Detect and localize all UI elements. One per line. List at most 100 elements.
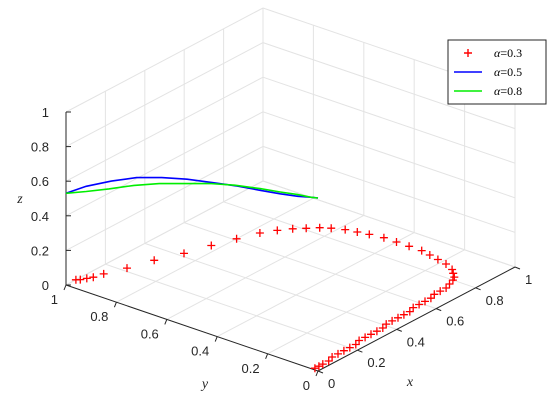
data-point bbox=[430, 290, 439, 299]
y-tick-label: 0.2 bbox=[242, 361, 260, 376]
data-point bbox=[442, 284, 451, 292]
series-2 bbox=[65, 176, 319, 199]
z-tick-label: 0.6 bbox=[31, 174, 49, 189]
data-point bbox=[450, 273, 459, 282]
data-point bbox=[442, 260, 450, 268]
z-tick-label: 0.8 bbox=[31, 140, 49, 155]
y-tick-mark bbox=[113, 302, 117, 308]
data-point bbox=[436, 287, 445, 296]
grid-line bbox=[65, 76, 264, 182]
data-point bbox=[288, 224, 297, 233]
x-tick-mark bbox=[357, 349, 363, 353]
data-point bbox=[150, 256, 159, 265]
legend-label: α=0.3 bbox=[494, 46, 522, 60]
data-point bbox=[180, 249, 188, 258]
data-point bbox=[405, 242, 414, 251]
data-point bbox=[372, 327, 381, 336]
grid-line bbox=[65, 111, 264, 217]
z-tick-label: 0.2 bbox=[31, 243, 49, 258]
x-axis-label: x bbox=[406, 375, 414, 390]
x-tick-label: 0.4 bbox=[407, 334, 425, 349]
data-point bbox=[409, 303, 418, 312]
data-point bbox=[449, 269, 458, 278]
grid-line bbox=[105, 263, 358, 351]
legend: α=0.3 α=0.5 α=0.8 bbox=[447, 39, 547, 105]
y-tick-label: 0.6 bbox=[141, 326, 159, 341]
data-point bbox=[318, 360, 327, 369]
data-point bbox=[89, 273, 98, 282]
data-point bbox=[232, 234, 241, 243]
data-point bbox=[328, 353, 337, 361]
data-point bbox=[399, 310, 408, 319]
x-axis-line bbox=[317, 266, 516, 372]
data-point bbox=[417, 246, 426, 255]
data-point bbox=[433, 255, 442, 264]
data-point bbox=[355, 336, 364, 345]
grid-line bbox=[65, 42, 264, 148]
grid-line bbox=[166, 214, 365, 320]
data-point bbox=[339, 346, 348, 355]
y-tick-label: 0.8 bbox=[90, 309, 108, 324]
x-tick-mark bbox=[317, 370, 324, 374]
data-point bbox=[345, 343, 354, 352]
grid-line bbox=[262, 76, 516, 164]
data-point bbox=[334, 349, 342, 358]
z-axis-label: z bbox=[16, 192, 23, 207]
data-point bbox=[382, 320, 391, 329]
y-tick-mark bbox=[265, 353, 269, 359]
z-tick-label: 0 bbox=[42, 278, 49, 293]
data-point bbox=[378, 324, 387, 332]
y-tick-mark bbox=[164, 319, 168, 325]
series-line bbox=[65, 176, 319, 199]
data-point bbox=[425, 251, 434, 259]
data-point bbox=[405, 307, 414, 316]
data-point bbox=[367, 330, 375, 339]
data-point bbox=[365, 230, 374, 239]
data-point bbox=[353, 228, 362, 236]
data-point bbox=[392, 238, 401, 246]
data-point bbox=[421, 297, 429, 306]
data-point bbox=[415, 300, 424, 309]
x-tick-mark bbox=[436, 308, 442, 312]
axis-edges bbox=[63, 111, 521, 377]
grid-line bbox=[223, 201, 476, 289]
grid-line bbox=[65, 7, 264, 113]
series-1 bbox=[71, 223, 459, 373]
y-axis-label: y bbox=[200, 377, 209, 392]
data-point bbox=[327, 224, 336, 233]
grid-line bbox=[65, 145, 264, 251]
legend-marker bbox=[464, 49, 472, 57]
grid-line bbox=[116, 197, 314, 303]
y-tick-label: 0.4 bbox=[191, 344, 209, 359]
data-point bbox=[273, 226, 282, 235]
data-point bbox=[324, 357, 333, 365]
series-3 bbox=[65, 182, 319, 199]
data-point bbox=[448, 265, 457, 274]
y-tick-mark bbox=[63, 284, 67, 291]
y-tick-mark bbox=[315, 370, 319, 377]
grid-line bbox=[216, 232, 415, 338]
x-tick-label: 0.8 bbox=[486, 293, 504, 308]
legend-label: α=0.8 bbox=[494, 84, 522, 98]
x-tick-label: 0.6 bbox=[446, 314, 464, 329]
grid-line bbox=[65, 180, 264, 286]
data-point bbox=[315, 223, 324, 232]
data-point bbox=[361, 333, 370, 342]
data-point bbox=[82, 274, 91, 283]
z-tick-label: 0.4 bbox=[31, 209, 49, 224]
data-point bbox=[302, 224, 311, 233]
grid-line bbox=[262, 180, 516, 268]
data-point bbox=[388, 316, 397, 325]
grid-line bbox=[144, 242, 397, 330]
y-tick-mark bbox=[214, 336, 218, 342]
data-point bbox=[99, 269, 108, 278]
x-tick-label: 1 bbox=[525, 272, 532, 287]
data-point bbox=[310, 364, 319, 373]
data-point bbox=[379, 233, 388, 242]
data-point bbox=[255, 229, 264, 237]
z-tick-label: 1 bbox=[42, 105, 49, 120]
tick-labels: 0 0 0 0.2 0.2 0.2 0.4 0.4 0.4 0.6 0.6 0.6 0.8 0.8 0.8 1… bbox=[16, 105, 532, 393]
series-line bbox=[65, 182, 319, 199]
x-tick-label: 0.2 bbox=[367, 355, 385, 370]
